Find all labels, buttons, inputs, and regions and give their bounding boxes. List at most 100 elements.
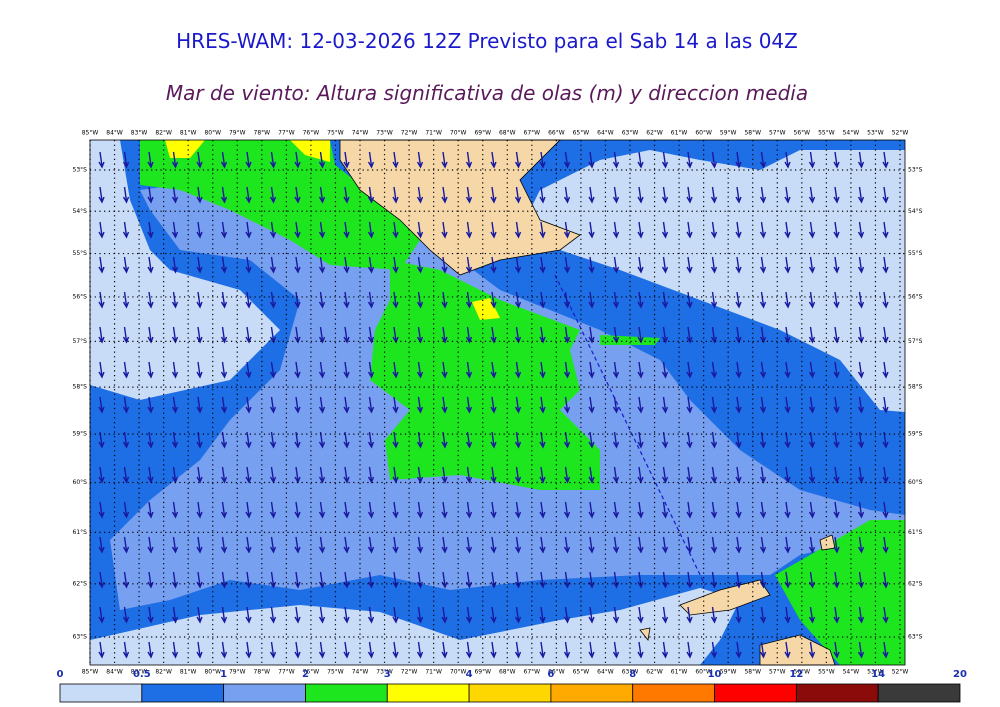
arrow <box>367 466 375 484</box>
arrow <box>367 361 375 379</box>
arrow <box>759 536 767 554</box>
arrow <box>637 256 644 274</box>
arrow <box>441 361 448 379</box>
arrow <box>196 396 203 414</box>
arrow <box>759 291 767 309</box>
lat-label: 63°S <box>908 634 923 641</box>
arrow <box>784 151 791 169</box>
arrow <box>686 501 693 519</box>
arrow <box>490 221 497 239</box>
lon-label: 61°W <box>671 669 688 676</box>
arrow <box>612 256 620 274</box>
arrow <box>808 606 816 624</box>
subtitle: Mar de viento: Altura significativa de o… <box>166 81 808 105</box>
lon-label: 52°W <box>892 669 909 676</box>
arrow <box>245 186 252 204</box>
arrow <box>735 186 742 204</box>
lon-label: 60°W <box>695 669 712 676</box>
lon-label: 65°W <box>573 669 590 676</box>
arrow <box>122 536 130 554</box>
lon-label: 57°W <box>769 669 786 676</box>
arrow <box>514 361 522 379</box>
arrow <box>490 501 497 519</box>
arrow <box>98 606 105 624</box>
arrow <box>392 641 399 659</box>
arrow <box>784 221 791 239</box>
arrow <box>294 606 301 624</box>
arrow <box>686 326 693 344</box>
arrow <box>147 291 154 309</box>
map-fill <box>90 139 905 666</box>
lat-label: 60°S <box>73 479 88 486</box>
arrow <box>98 361 105 379</box>
lat-label: 56°S <box>73 293 88 300</box>
lat-label: 55°S <box>908 250 923 257</box>
arrow <box>661 501 669 519</box>
arrow <box>465 536 473 554</box>
lon-label: 54°W <box>843 669 860 676</box>
arrow <box>514 396 522 414</box>
arrow <box>686 291 693 309</box>
arrow <box>245 361 252 379</box>
arrow <box>784 501 791 519</box>
arrow <box>147 396 154 414</box>
arrow <box>759 326 767 344</box>
colorbar-label: 8 <box>629 669 636 680</box>
arrow <box>343 501 350 519</box>
arrow <box>563 221 571 239</box>
arrow <box>343 606 350 624</box>
arrow <box>122 641 130 659</box>
arrow <box>122 186 130 204</box>
arrow <box>833 431 840 449</box>
arrow <box>563 186 571 204</box>
lat-label: 59°S <box>73 431 88 438</box>
arrow <box>490 256 497 274</box>
arrow <box>637 361 644 379</box>
lon-label: 57°W <box>769 130 786 137</box>
arrow <box>441 501 448 519</box>
arrow <box>735 501 742 519</box>
lat-label: 57°S <box>908 338 923 345</box>
arrow <box>612 396 620 414</box>
arrow <box>220 291 228 309</box>
arrow <box>833 256 840 274</box>
arrow <box>710 326 718 344</box>
arrow <box>171 501 179 519</box>
arrow <box>759 606 767 624</box>
arrow <box>392 221 399 239</box>
arrow <box>490 466 497 484</box>
arrow <box>294 221 301 239</box>
lon-label: 63°W <box>622 130 639 137</box>
arrow <box>833 186 840 204</box>
arrow <box>759 361 767 379</box>
arrow <box>147 221 154 239</box>
arrow <box>882 536 889 554</box>
arrow <box>343 536 350 554</box>
arrow <box>563 256 571 274</box>
arrow <box>735 221 742 239</box>
arrow <box>122 326 130 344</box>
arrow <box>588 466 595 484</box>
arrow <box>686 151 693 169</box>
arrow <box>220 186 228 204</box>
arrow <box>171 291 179 309</box>
arrow <box>857 256 865 274</box>
colorbar-segment <box>223 683 306 703</box>
arrow <box>416 431 424 449</box>
lat-label: 53°S <box>908 167 923 174</box>
arrow <box>882 151 889 169</box>
arrow <box>588 536 595 554</box>
arrow <box>833 536 840 554</box>
arrow <box>808 291 816 309</box>
arrow <box>539 291 546 309</box>
arrow <box>98 221 105 239</box>
arrow <box>784 326 791 344</box>
lat-label: 61°S <box>73 529 88 536</box>
arrow <box>490 431 497 449</box>
arrow <box>833 361 840 379</box>
arrow <box>539 326 546 344</box>
arrow <box>808 466 816 484</box>
arrow <box>392 186 399 204</box>
arrow <box>539 571 546 589</box>
arrow <box>416 221 424 239</box>
